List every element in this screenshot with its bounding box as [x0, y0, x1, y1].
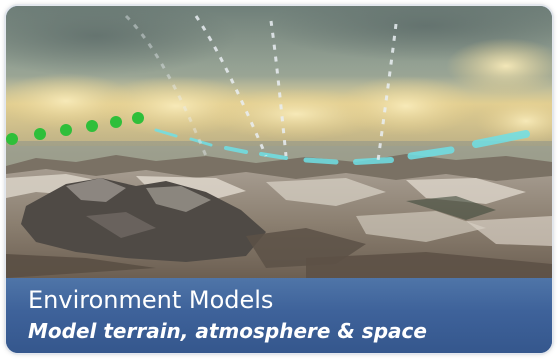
caption-bar: Environment Models Model terrain, atmosp… — [6, 278, 552, 353]
environment-models-card[interactable]: Environment Models Model terrain, atmosp… — [6, 6, 552, 353]
white-trajectory-dashes — [124, 14, 398, 162]
terrain-scene-image — [6, 6, 552, 278]
cyan-trajectory-dashes — [154, 128, 530, 165]
card-subtitle: Model terrain, atmosphere & space — [28, 319, 427, 343]
green-trajectory-dots — [6, 112, 144, 145]
card-title: Environment Models — [28, 286, 274, 314]
